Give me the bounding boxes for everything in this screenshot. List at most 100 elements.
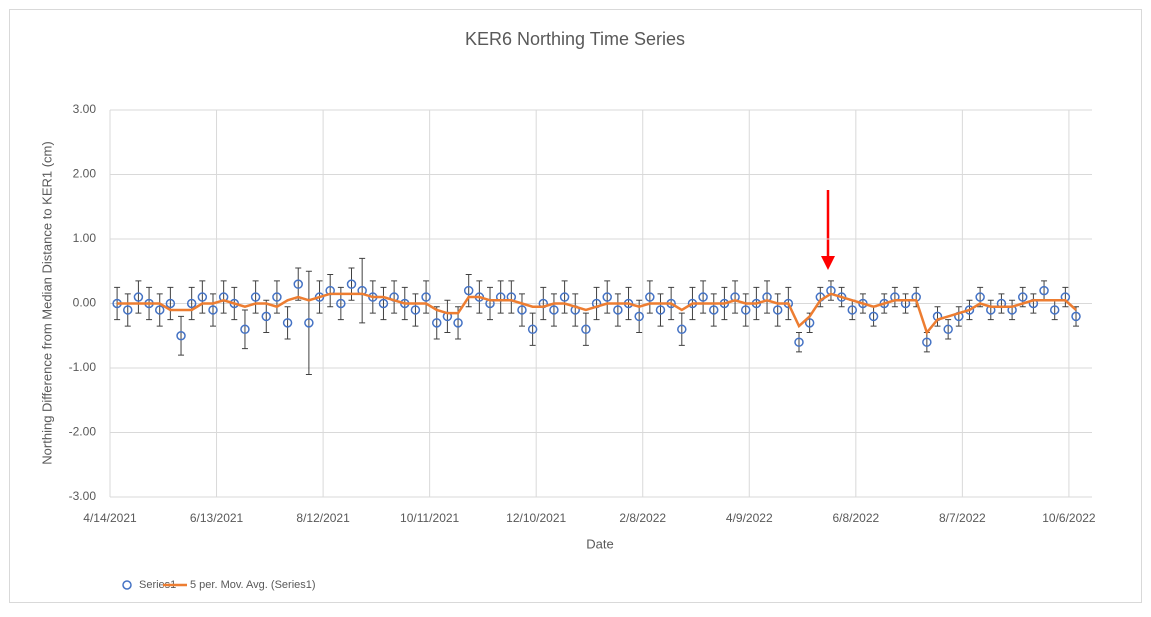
error-bar (114, 286, 121, 321)
data-point (431, 318, 442, 328)
error-bar (359, 257, 366, 324)
error-bar (220, 280, 227, 314)
error-bar (593, 286, 600, 321)
error-bar (550, 293, 557, 327)
error-bar (1030, 293, 1037, 314)
data-point (463, 285, 474, 296)
error-bar (561, 280, 568, 314)
y-tick-label: 2.00 (73, 167, 97, 181)
error-bar (795, 332, 802, 353)
x-tick-label: 4/14/2021 (83, 511, 137, 525)
y-axis-label: Northing Difference from Median Distance… (39, 141, 54, 464)
error-bar (252, 280, 259, 314)
error-bar (518, 293, 525, 327)
error-bar (178, 315, 185, 356)
error-bar (295, 267, 302, 301)
legend-marker (122, 580, 132, 590)
data-point (517, 305, 527, 315)
error-bar (508, 280, 515, 314)
error-bar (433, 306, 440, 340)
error-bar (284, 306, 291, 340)
error-bar (902, 293, 909, 314)
data-point (613, 305, 623, 315)
data-point (1017, 292, 1028, 302)
data-point (645, 292, 655, 302)
error-bar (529, 312, 536, 346)
error-bar (188, 286, 195, 321)
data-point (868, 311, 879, 322)
x-tick-label: 8/12/2021 (296, 511, 350, 525)
data-point (709, 305, 719, 315)
error-bar (817, 286, 824, 308)
error-bar (774, 293, 781, 327)
data-point (282, 318, 293, 328)
error-bar (487, 286, 494, 321)
x-axis-label: Date (586, 536, 613, 551)
error-bar (124, 293, 131, 327)
error-bar (327, 273, 334, 308)
error-bar (582, 312, 589, 346)
data-point (943, 324, 953, 335)
data-point (677, 324, 687, 335)
data-point (250, 292, 261, 302)
data-point (186, 298, 197, 309)
data-point (1039, 285, 1049, 296)
y-tick-label: -2.00 (69, 425, 97, 439)
x-tick-label: 2/8/2022 (619, 511, 666, 525)
data-point (410, 305, 421, 315)
data-point (176, 331, 186, 341)
data-point (165, 298, 176, 309)
error-bar (604, 280, 611, 314)
y-tick-label: 0.00 (73, 296, 97, 310)
error-bar (199, 280, 206, 314)
data-point (634, 311, 644, 322)
x-tick-label: 6/8/2022 (832, 511, 879, 525)
error-bar (412, 293, 419, 327)
data-point (378, 298, 389, 309)
error-bar (305, 270, 312, 375)
data-point (272, 292, 282, 302)
data-point (804, 318, 815, 328)
annotation-arrow (821, 190, 835, 270)
y-tick-label: -1.00 (69, 360, 97, 374)
error-bar (934, 306, 941, 327)
error-bar (732, 280, 739, 314)
data-point (240, 324, 250, 335)
x-tick-label: 10/11/2021 (400, 511, 459, 525)
error-bars (114, 257, 1080, 375)
data-point (772, 305, 783, 315)
y-tick-label: 1.00 (73, 231, 97, 245)
data-point (304, 318, 314, 328)
error-bar (710, 293, 717, 327)
data-point (1049, 305, 1060, 315)
data-point (698, 292, 708, 302)
error-bar (156, 293, 163, 327)
data-point (581, 324, 591, 335)
error-bar (167, 286, 174, 321)
x-tick-label: 4/9/2022 (726, 511, 773, 525)
error-bar (998, 293, 1005, 314)
legend-label: Series1 (139, 579, 176, 591)
error-bar (209, 293, 216, 327)
error-bar (497, 280, 504, 314)
data-point (1071, 311, 1081, 322)
data-point (655, 305, 666, 315)
data-point (133, 292, 144, 302)
error-bar (646, 280, 653, 314)
error-bar (135, 280, 142, 314)
moving-average-line (117, 292, 1077, 336)
data-point (123, 305, 133, 315)
error-bar (540, 286, 547, 321)
error-bar (614, 293, 621, 327)
error-bar (678, 312, 685, 346)
y-tick-label: 3.00 (73, 102, 97, 116)
error-bar (572, 293, 579, 327)
data-point (336, 298, 346, 309)
error-bar (827, 280, 834, 301)
error-bar (1009, 299, 1016, 321)
data-point (154, 305, 165, 315)
data-point (975, 292, 985, 302)
data-point (346, 279, 357, 289)
error-bar (945, 319, 952, 340)
